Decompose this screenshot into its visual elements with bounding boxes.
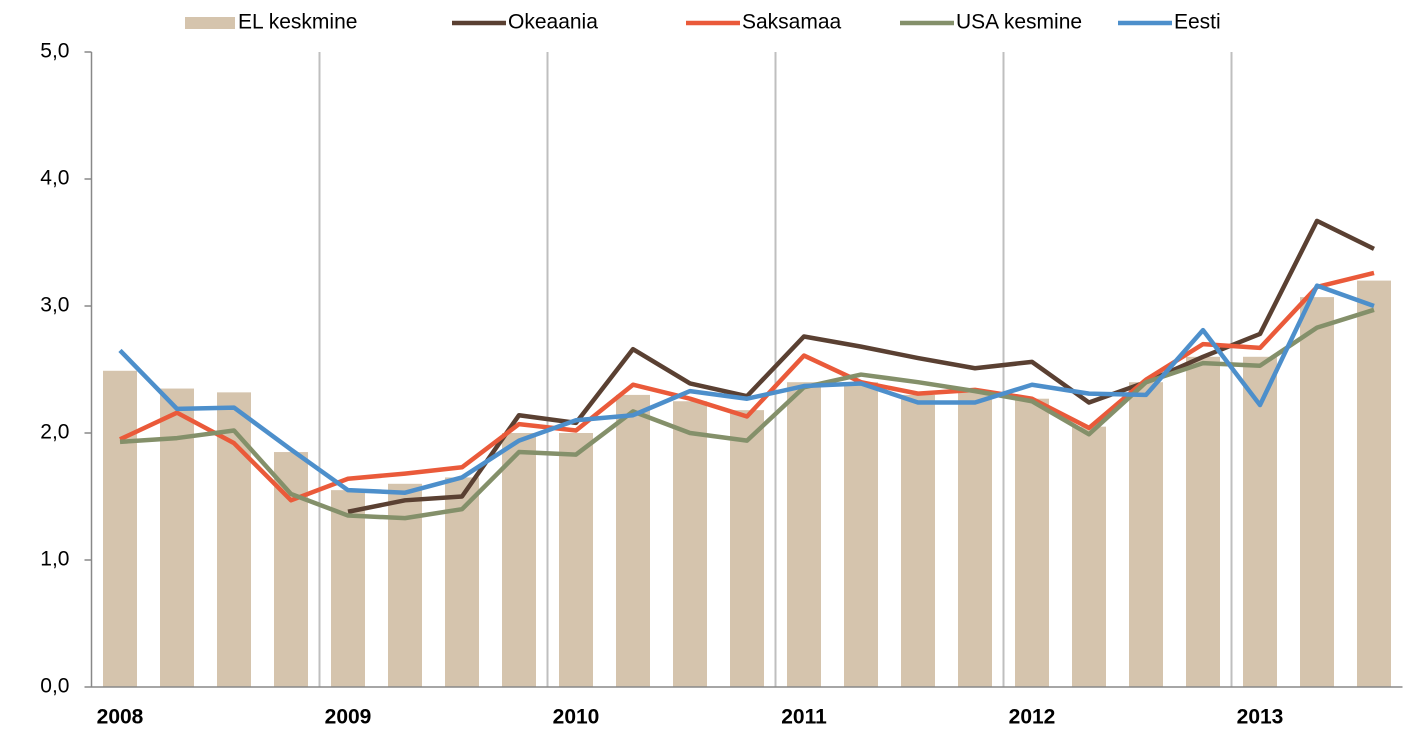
x-tick-label: 2009	[325, 706, 372, 729]
x-tick-label: 2013	[1237, 706, 1284, 729]
bar	[616, 394, 650, 687]
bar	[160, 388, 194, 687]
bar	[1300, 297, 1334, 687]
bar	[1129, 382, 1163, 687]
legend-swatch	[185, 17, 235, 29]
line	[119, 270, 1375, 503]
y-tick-label: 0,0	[40, 675, 69, 698]
bar	[559, 433, 593, 687]
x-tick-label: 2011	[781, 706, 827, 729]
y-tick-label: 1,0	[40, 548, 69, 571]
legend-label: EL keskmine	[238, 11, 357, 34]
bar	[787, 382, 821, 687]
bar	[502, 433, 536, 687]
bar	[103, 370, 137, 687]
legend-label: Eesti	[1174, 11, 1221, 34]
bar	[1015, 398, 1049, 687]
x-tick-label: 2008	[97, 706, 144, 729]
x-tick-label: 2012	[1009, 706, 1056, 729]
x-tick-label: 2010	[553, 706, 600, 729]
bar	[901, 394, 935, 687]
legend-label: Okeaania	[508, 11, 598, 34]
bar	[331, 490, 365, 687]
y-tick-label: 5,0	[40, 40, 69, 63]
bar	[1357, 280, 1391, 687]
y-tick-label: 3,0	[40, 294, 69, 317]
bar	[1243, 356, 1277, 687]
y-tick-label: 4,0	[40, 167, 69, 190]
bar	[730, 410, 764, 687]
line	[347, 218, 1375, 514]
legend-label: USA kesmine	[956, 11, 1082, 34]
line	[118, 283, 1375, 495]
y-tick-label: 2,0	[40, 421, 69, 444]
bar	[958, 392, 992, 687]
bar	[673, 401, 707, 687]
bar	[1072, 426, 1106, 687]
bar	[844, 382, 878, 687]
bar	[1186, 356, 1220, 687]
legend-label: Saksamaa	[742, 11, 842, 34]
